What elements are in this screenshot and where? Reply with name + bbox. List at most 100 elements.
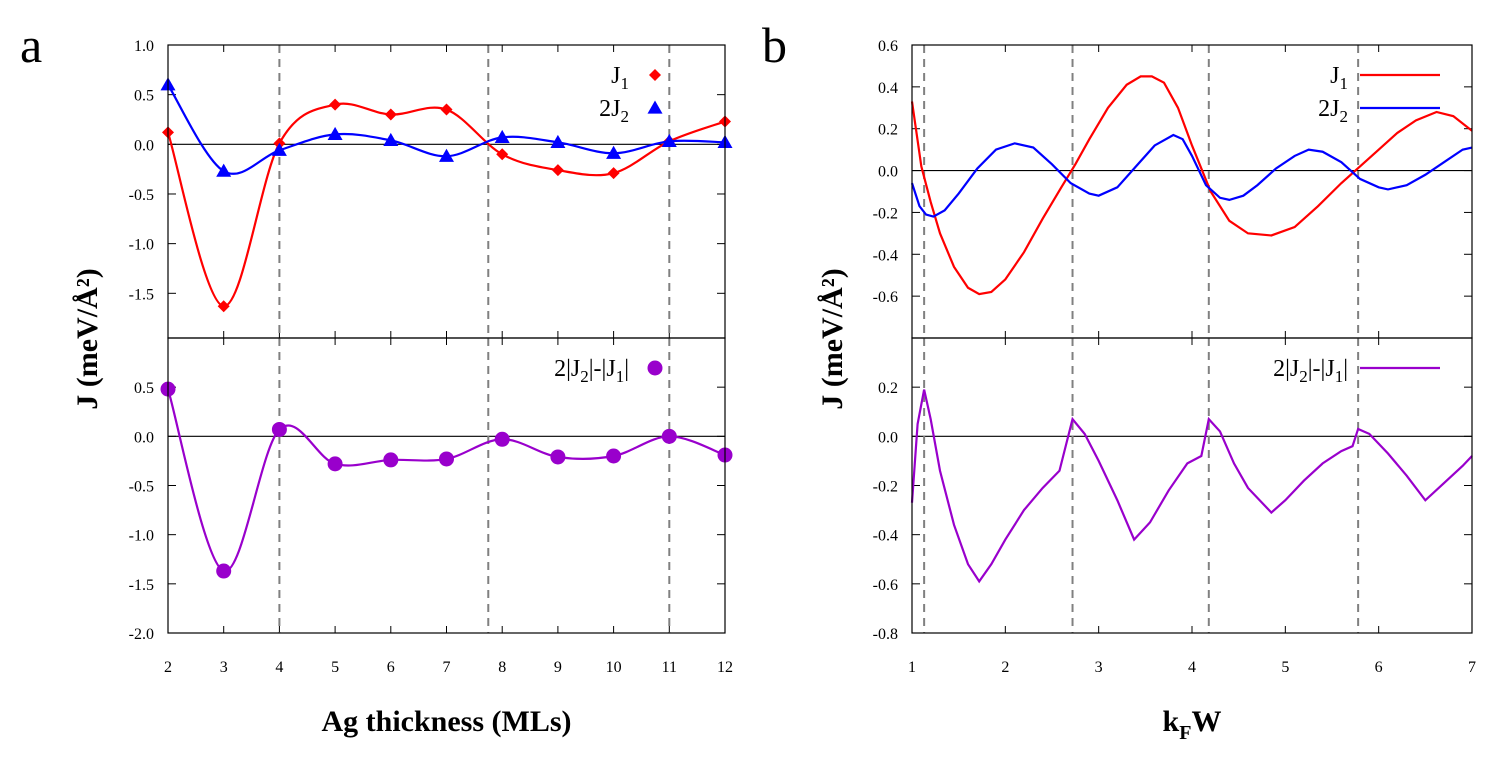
data-point-2J2 [327, 126, 343, 141]
y-tick-label: 0.5 [134, 88, 154, 105]
x-tick-label: 6 [387, 659, 395, 676]
x-axis-title-main: k [1163, 705, 1180, 738]
x-tick-label: 7 [443, 659, 451, 676]
series-line-2|J2|-|J1| [910, 389, 1473, 584]
y-tick-label: -1.5 [129, 286, 154, 303]
legend-label-sub: 2 [621, 107, 630, 126]
legend-part: 2|J [1273, 356, 1299, 382]
x-tick-label: 10 [606, 659, 622, 676]
y-tick-label: 0.2 [878, 122, 898, 139]
x-tick-label: 12 [717, 659, 733, 676]
y-axis-title: J (meV/Å²) [71, 268, 104, 409]
x-tick-label: 2 [164, 659, 172, 676]
data-point-J1 [217, 300, 230, 313]
data-point-2J2 [550, 134, 566, 148]
data-point-2|J2|-|J1| [383, 452, 399, 468]
x-axis-title: kFW [1163, 705, 1222, 744]
panel-a: a 1.00.50.0-0.5-1.0-1.5J12J20.50.0-0.5-1.… [20, 17, 733, 738]
data-point-2J2 [661, 133, 677, 147]
data-point-2J2 [271, 142, 287, 156]
panel-letter-a: a [20, 17, 42, 73]
y-tick-label: -1.5 [129, 577, 154, 594]
data-point-2|J2|-|J1| [550, 449, 566, 465]
y-tick-label: 0.0 [878, 429, 898, 446]
y-tick-label: 0.2 [878, 380, 898, 397]
y-tick-label: -0.6 [873, 577, 898, 594]
subplot-frame [911, 337, 1473, 634]
y-axis-title: J (meV/Å²) [816, 268, 849, 409]
legend-label-main: J [611, 63, 620, 89]
data-point-J1 [496, 148, 509, 161]
data-point-2|J2|-|J1| [606, 448, 622, 464]
data-point-2|J2|-|J1| [439, 451, 454, 467]
subplot-bottom: 0.2 0.0 -0.2 -0.4 -0.6 -0.8 2|J2|-|J1| [873, 337, 1473, 643]
legend-part: |-|J [589, 356, 616, 382]
panel-letter-b: b [762, 17, 787, 73]
x-tick-label: 8 [498, 659, 506, 676]
y-tick-label: -0.2 [873, 205, 898, 222]
x-tick-label: 2 [1001, 659, 1009, 676]
data-point-J1 [607, 167, 620, 180]
legend-label: 2|J2|-|J1| [554, 356, 629, 386]
data-point-2|J2|-|J1| [327, 456, 343, 472]
y-tick-label: -0.4 [873, 247, 898, 264]
x-tick-label: 1 [908, 659, 916, 676]
y-tick-label: -2.0 [129, 626, 154, 643]
data-point-2J2 [606, 145, 622, 159]
series-line-J1 [910, 75, 1473, 296]
x-tick-label: 9 [554, 659, 562, 676]
legend-label: 2J2 [599, 96, 629, 126]
panel-b: b 0.60.40.20.0-0.2-0.4-0.6J12J20.20.0-0.2… [762, 17, 1476, 744]
subplot-frame [911, 44, 1473, 339]
legend-part: | [624, 356, 629, 382]
data-point-J1 [440, 103, 453, 116]
legend-label: J1 [1330, 63, 1348, 93]
x-tick-label: 5 [331, 659, 339, 676]
x-tick-label: 6 [1375, 659, 1383, 676]
y-tick-label: -1.0 [129, 528, 154, 545]
legend-sub: 1 [616, 367, 625, 386]
y-tick-label: 0.0 [134, 429, 154, 446]
legend-part: |-|J [1308, 356, 1335, 382]
legend-label-sub: 1 [1340, 74, 1349, 93]
x-tick-label: 11 [662, 659, 677, 676]
subplot-bottom: 0.5 0.0 -0.5 -1.0 -1.5 -2.0 2|J2|-|J1| [129, 337, 733, 643]
y-tick-label: 0.4 [878, 80, 898, 97]
legend-part: 2|J [554, 356, 580, 382]
legend-label-main: 2J [599, 96, 620, 122]
data-point-2J2 [494, 129, 510, 143]
y-tick-label: 0.0 [878, 164, 898, 181]
legend-sub: 2 [1299, 367, 1308, 386]
y-tick-label: -0.6 [873, 289, 898, 306]
y-tick-label: 0.5 [134, 380, 154, 397]
y-tick-label: 1.0 [134, 38, 154, 55]
data-point-2|J2|-|J1| [661, 428, 677, 444]
legend-label-sub: 2 [1340, 107, 1349, 126]
legend-marker-2J2 [647, 100, 663, 114]
x-axis-title: Ag thickness (MLs) [321, 705, 571, 738]
data-point-2J2 [383, 132, 399, 146]
series-line-J1 [166, 102, 726, 308]
legend-label-main: 2J [1318, 96, 1339, 122]
y-tick-label: -0.8 [873, 626, 898, 643]
legend-label: J1 [611, 63, 629, 93]
x-tick-label: 4 [1188, 659, 1196, 676]
x-tick-label: 3 [1095, 659, 1103, 676]
data-point-2J2 [216, 163, 232, 177]
series-line-2J2 [167, 84, 726, 175]
data-point-2|J2|-|J1| [271, 421, 287, 437]
y-tick-label: -0.2 [873, 479, 898, 496]
data-point-2|J2|-|J1| [494, 431, 510, 447]
legend-marker-2|J2|-|J1| [647, 360, 663, 376]
data-point-J1 [329, 98, 342, 111]
data-point-J1 [551, 164, 564, 177]
legend-part: | [1343, 356, 1348, 382]
x-tick-label: 3 [220, 659, 228, 676]
y-tick-label: -0.5 [129, 479, 154, 496]
data-point-2J2 [439, 148, 454, 162]
x-tick-label: 5 [1281, 659, 1289, 676]
series-line-2J2 [910, 133, 1473, 218]
